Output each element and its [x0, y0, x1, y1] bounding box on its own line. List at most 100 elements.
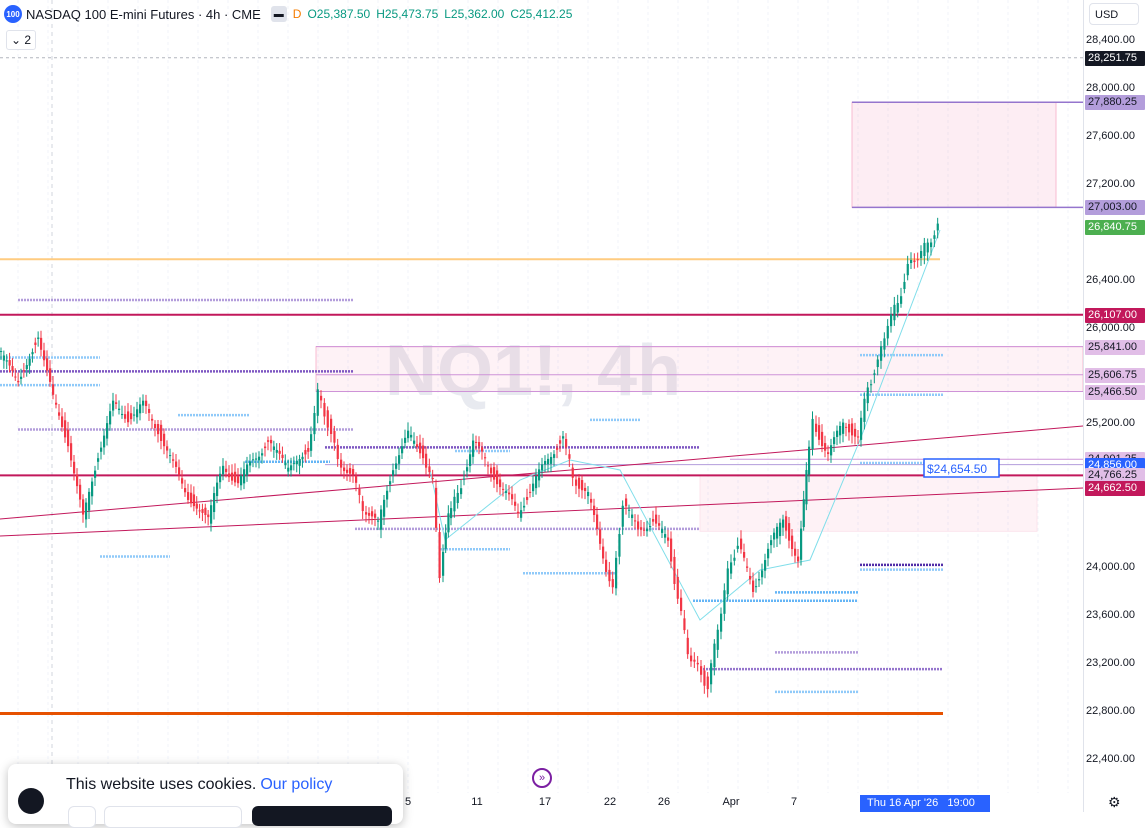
cookie-accept-button[interactable]	[252, 806, 392, 826]
price-scale-label: 24,000.00	[1086, 561, 1135, 574]
candle-body	[800, 528, 803, 560]
candle-body	[686, 637, 689, 655]
candle-body	[228, 473, 231, 478]
candle-body	[559, 440, 562, 444]
time-axis[interactable]: 5 11 17 22 26 Apr 7	[0, 793, 1083, 812]
candle-body	[52, 384, 55, 395]
cookie-manage-button[interactable]	[104, 806, 242, 828]
candle-body	[499, 479, 502, 488]
price-tag: 27,003.00	[1085, 200, 1145, 216]
indicators-toggle[interactable]: ⌄ 2	[6, 30, 37, 50]
candle-body	[79, 484, 82, 500]
candle-body	[469, 454, 472, 466]
candle-body	[923, 242, 926, 257]
candle-body	[157, 424, 160, 435]
eye-icon[interactable]: ▬	[270, 6, 287, 22]
price-tag: 24,662.50	[1085, 480, 1145, 496]
candle-body	[913, 260, 916, 263]
symbol-title[interactable]: NASDAQ 100 E-mini Futures · 4h · CME	[26, 6, 261, 22]
candle-body	[419, 442, 422, 454]
candle-body	[880, 346, 883, 361]
candle-body	[290, 465, 293, 471]
symbol-badge[interactable]: 100	[4, 5, 22, 23]
candle-body	[184, 488, 187, 493]
candle-body	[103, 435, 106, 448]
candle-body	[673, 556, 676, 584]
candle-body	[785, 516, 788, 531]
candle-body	[383, 499, 386, 517]
candle-body	[444, 532, 447, 549]
candle-body	[115, 402, 118, 404]
time-crosshair-label: Thu 16 Apr '26 19:00	[860, 795, 990, 812]
candle-body	[611, 579, 614, 588]
price-scale-label: 25,200.00	[1086, 417, 1135, 430]
candle-body	[304, 450, 307, 455]
candle-body	[316, 389, 319, 416]
candle-body	[890, 314, 893, 327]
candle-body	[88, 491, 91, 511]
candle-body	[349, 468, 352, 474]
candle-body	[428, 466, 431, 473]
candle-body	[815, 423, 818, 432]
currency-selector[interactable]: USD	[1089, 3, 1139, 25]
candle-body	[529, 491, 532, 493]
candle-body	[655, 514, 658, 524]
candle-body	[581, 480, 584, 491]
candle-body	[160, 424, 163, 441]
candle-body	[652, 519, 655, 522]
policy-link[interactable]: Our policy	[260, 776, 333, 793]
candle-body	[67, 429, 70, 447]
candle-body	[133, 414, 136, 416]
candle-body	[851, 423, 854, 436]
chart-area[interactable]: NQ1!, 4h $24,654.50	[0, 0, 1083, 812]
candle-body	[100, 447, 103, 452]
candle-body	[544, 461, 547, 465]
candle-body	[281, 454, 284, 459]
candle-body	[791, 535, 794, 550]
candle-body	[154, 424, 157, 428]
candle-body	[535, 476, 538, 489]
candle-body	[61, 416, 64, 427]
candle-body	[97, 458, 100, 462]
candle-body	[833, 437, 836, 445]
demand-zone	[699, 474, 1038, 532]
candle-body	[484, 457, 487, 459]
candle-body	[658, 523, 661, 526]
candle-body	[43, 350, 46, 361]
candle-body	[830, 445, 833, 456]
candle-body	[680, 597, 683, 612]
candle-body	[578, 477, 581, 489]
candle-body	[767, 548, 770, 559]
candle-body	[664, 534, 667, 538]
price-scale-label: 28,400.00	[1086, 34, 1135, 46]
candle-body	[676, 576, 679, 599]
candle-body	[386, 490, 389, 500]
candle-body	[490, 467, 493, 474]
currency-label: USD	[1095, 9, 1119, 21]
candle-body	[649, 526, 652, 528]
cookie-settings-button[interactable]	[68, 806, 96, 828]
candle-body	[31, 352, 34, 355]
candle-body	[70, 443, 73, 461]
candle-body	[169, 455, 172, 457]
candle-body	[575, 479, 578, 486]
candle-body	[693, 659, 696, 662]
price-axis[interactable]: 28,400.00 28,000.00 27,600.00 27,200.00 26,4…	[1083, 0, 1146, 812]
price-scale-label: 27,200.00	[1086, 177, 1135, 190]
candle-body	[435, 487, 438, 528]
ohlc-high: H25,473.75	[376, 7, 439, 21]
candle-body	[933, 235, 936, 239]
candle-body	[175, 461, 178, 467]
price-annotation: $24,654.50	[927, 462, 987, 476]
go-to-realtime-icon[interactable]: »	[532, 768, 552, 788]
gear-icon[interactable]: ⚙	[1108, 794, 1121, 810]
candle-body	[275, 449, 278, 453]
candle-body	[28, 358, 31, 366]
candle-body	[142, 400, 145, 406]
candle-body	[222, 465, 225, 475]
candle-body	[301, 456, 304, 460]
price-scale-label: 22,400.00	[1086, 752, 1135, 765]
candle-body	[112, 400, 115, 411]
candle-body	[910, 260, 913, 264]
candle-body	[267, 440, 270, 442]
